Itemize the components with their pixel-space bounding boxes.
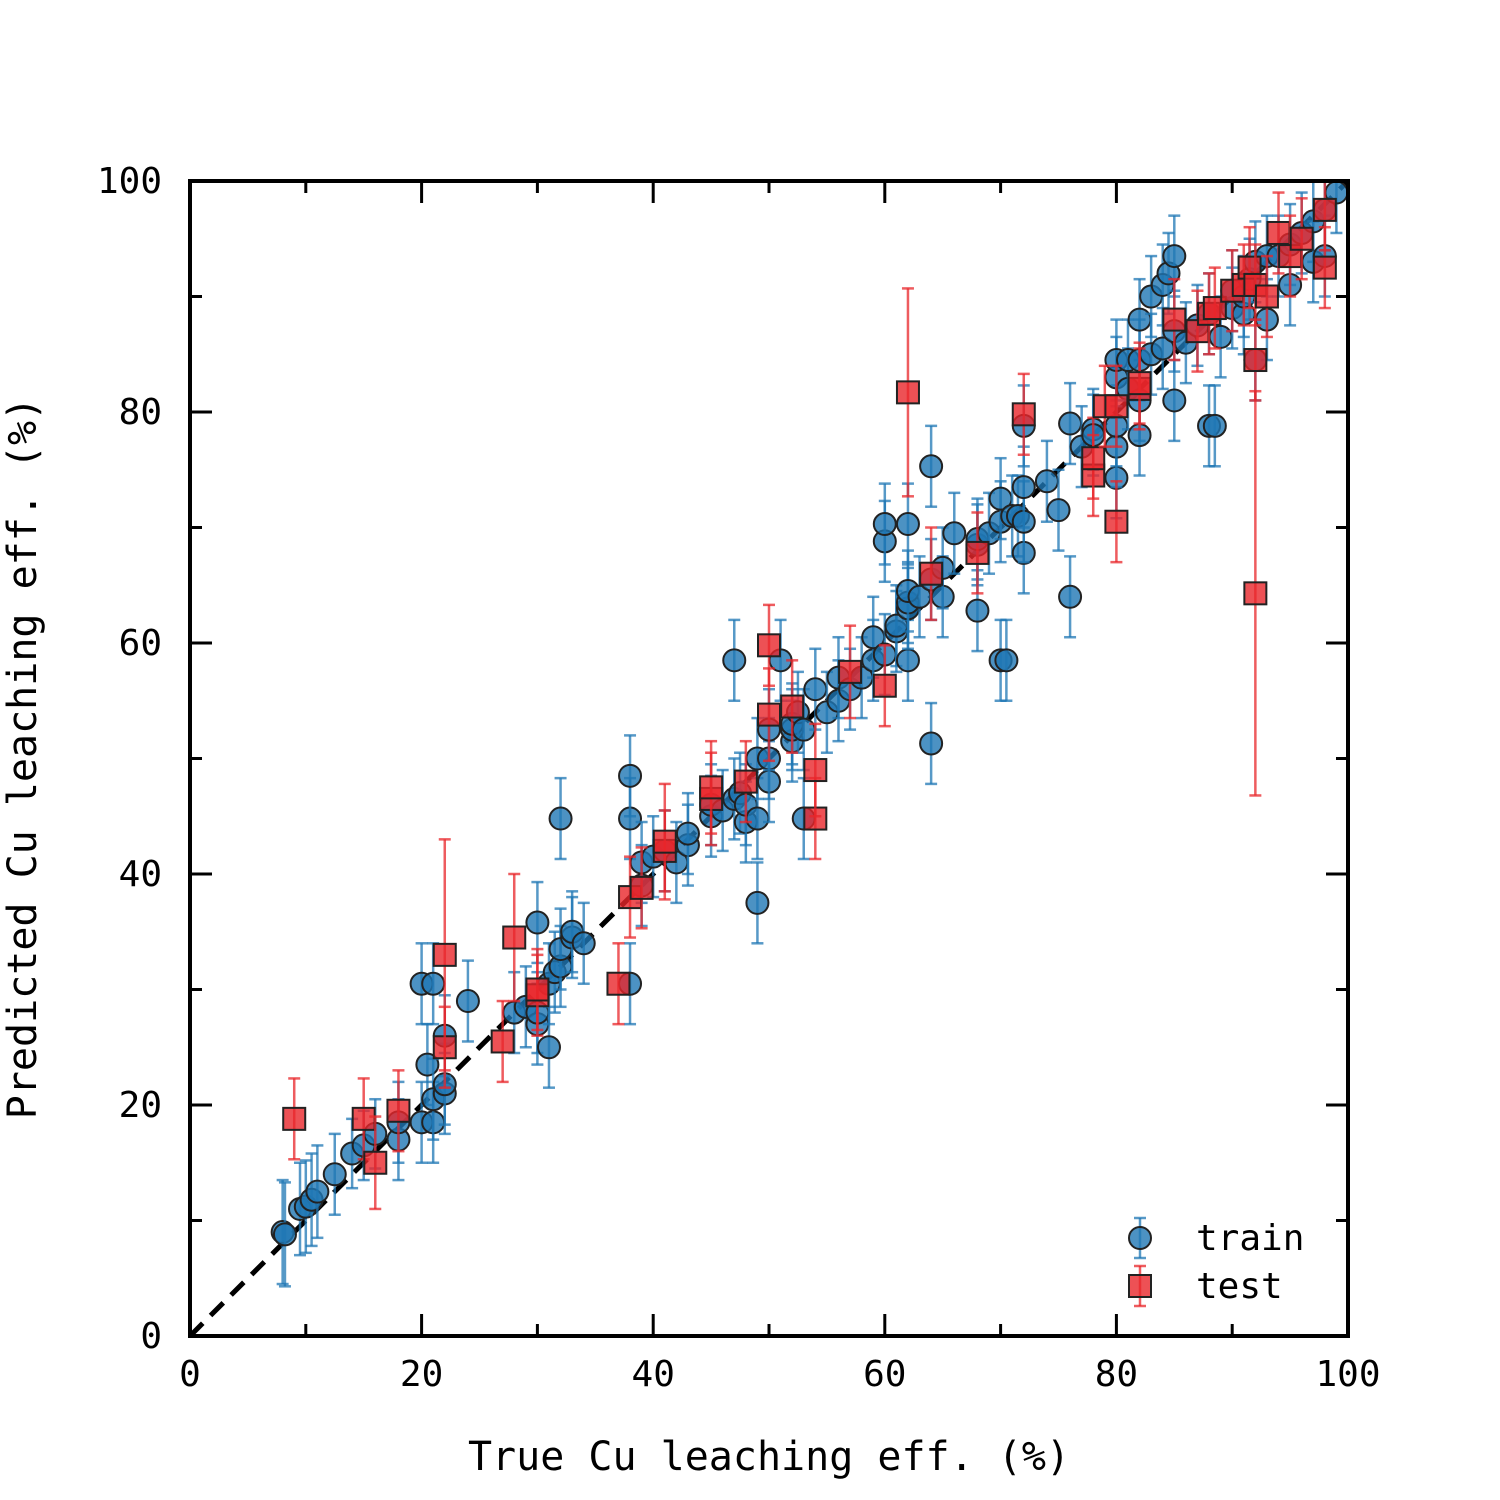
- test-point: [1254, 284, 1279, 309]
- train-point: [1011, 475, 1036, 500]
- test-point: [606, 971, 631, 996]
- legend-label-train: train: [1196, 1218, 1304, 1259]
- x-axis-title: True Cu leaching eff. (%): [468, 1434, 1070, 1480]
- test-point: [780, 694, 805, 719]
- train-point: [1127, 307, 1152, 332]
- train-point: [942, 521, 967, 546]
- test-point: [490, 1029, 515, 1054]
- x-tick-label: 40: [632, 1354, 675, 1395]
- train-point: [745, 806, 770, 831]
- train-point: [675, 821, 700, 846]
- x-tick-label: 60: [863, 1354, 906, 1395]
- test-point: [803, 758, 828, 783]
- legend: train test: [1128, 1216, 1304, 1308]
- train-point: [872, 512, 897, 537]
- test-point: [1104, 394, 1129, 419]
- train-point: [722, 648, 747, 673]
- y-tick-label: 0: [140, 1316, 162, 1357]
- train-point: [618, 763, 643, 788]
- test-point: [1081, 446, 1106, 471]
- train-point: [895, 648, 920, 673]
- test-point: [965, 540, 990, 565]
- test-point: [351, 1106, 376, 1131]
- legend-label-test: test: [1196, 1266, 1283, 1307]
- train-point: [919, 731, 944, 756]
- x-tick-label: 100: [1315, 1354, 1380, 1395]
- train-point: [571, 931, 596, 956]
- data-layer: [270, 181, 1348, 1288]
- test-point: [895, 380, 920, 405]
- x-tick-label: 20: [400, 1354, 443, 1395]
- train-point: [1208, 324, 1233, 349]
- train-point: [455, 989, 480, 1014]
- train-point: [272, 1222, 297, 1247]
- test-point: [1162, 307, 1187, 332]
- train-point: [305, 1179, 330, 1204]
- test-point: [1312, 197, 1337, 222]
- y-tick-label: 40: [119, 854, 162, 895]
- test-point: [1011, 402, 1036, 427]
- test-point: [386, 1098, 411, 1123]
- train-point: [994, 648, 1019, 673]
- test-point: [652, 829, 677, 854]
- train-point: [536, 1035, 561, 1060]
- test-point: [1312, 255, 1337, 280]
- legend-marker-test: [1128, 1274, 1152, 1298]
- test-point: [1127, 371, 1152, 396]
- test-point: [1289, 226, 1314, 251]
- test-point: [919, 561, 944, 586]
- test-point: [757, 702, 781, 727]
- train-point: [965, 598, 990, 623]
- test-point: [733, 769, 758, 794]
- train-point: [421, 971, 446, 996]
- y-tick-label: 80: [119, 392, 162, 433]
- test-point: [282, 1106, 307, 1131]
- tick-layer: 0 20 40 60 80 100 0 20 40 60 80 100: [97, 161, 1381, 1395]
- train-point: [1202, 413, 1227, 438]
- test-point: [838, 659, 863, 684]
- train-point: [1058, 584, 1083, 609]
- train-point: [1058, 411, 1083, 436]
- test-point: [432, 942, 457, 967]
- train-point: [1162, 388, 1187, 413]
- train-point: [919, 454, 944, 479]
- test-point: [525, 977, 550, 1002]
- train-point: [1034, 469, 1059, 494]
- test-point: [629, 875, 654, 900]
- test-point: [1243, 581, 1268, 606]
- x-tick-label: 0: [179, 1354, 201, 1395]
- train-point: [895, 512, 920, 537]
- train-point: [525, 910, 550, 935]
- test-point: [757, 633, 781, 658]
- y-tick-label: 20: [119, 1085, 162, 1126]
- test-point: [699, 775, 724, 800]
- train-point: [803, 677, 828, 702]
- test-point: [502, 925, 527, 950]
- train-point: [1046, 498, 1071, 523]
- legend-marker-train: [1128, 1226, 1152, 1250]
- train-point: [745, 890, 770, 915]
- train-point: [322, 1162, 347, 1187]
- y-axis-title: Predicted Cu leaching eff. (%): [0, 397, 46, 1119]
- train-point: [1162, 244, 1187, 269]
- test-point: [363, 1150, 388, 1175]
- series-test: [282, 181, 1337, 1211]
- x-tick-label: 80: [1095, 1354, 1138, 1395]
- test-point: [1243, 348, 1268, 373]
- test-point: [1266, 220, 1291, 245]
- test-point: [872, 673, 897, 698]
- y-tick-label: 100: [97, 161, 162, 202]
- y-tick-label: 60: [119, 623, 162, 664]
- train-point: [548, 806, 573, 831]
- test-point: [1104, 509, 1129, 534]
